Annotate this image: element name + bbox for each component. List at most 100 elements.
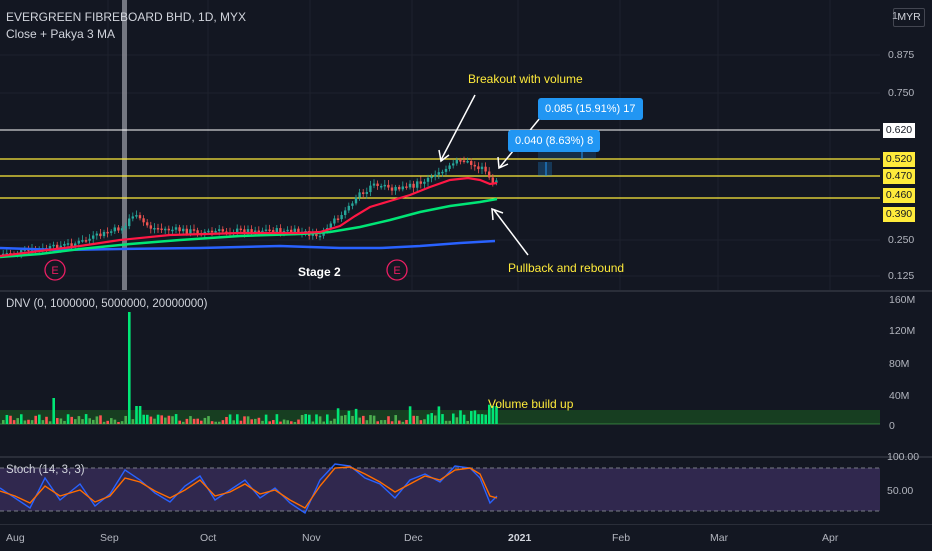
- time-label-sep: Sep: [100, 532, 119, 544]
- price-chart[interactable]: E E Breakout with volume Pullback and re…: [0, 0, 880, 290]
- candle: [146, 222, 149, 226]
- candle: [488, 171, 491, 178]
- candle: [207, 230, 210, 233]
- candle: [5, 253, 8, 255]
- indicator-label[interactable]: Close + Pakya 3 MA: [6, 27, 116, 41]
- candle: [95, 233, 98, 236]
- volume-bar: [365, 420, 369, 424]
- candle: [113, 227, 116, 232]
- candle: [376, 183, 379, 187]
- candle: [99, 233, 102, 237]
- candle: [412, 183, 415, 188]
- volume-bar: [221, 420, 225, 424]
- stoch-indicator-label[interactable]: Stoch (14, 3, 3): [6, 464, 85, 476]
- volume-bar: [48, 421, 52, 424]
- volume-bar: [459, 410, 462, 424]
- candle: [117, 227, 120, 231]
- candle: [236, 228, 239, 233]
- volume-bar: [354, 408, 358, 424]
- candle: [70, 243, 73, 247]
- candle: [365, 192, 368, 194]
- volume-bar: [203, 417, 207, 424]
- volume-tick-0: 0: [889, 420, 895, 432]
- candle: [48, 246, 52, 250]
- candle: [23, 249, 26, 251]
- volume-bar: [333, 418, 336, 424]
- volume-bar: [358, 417, 361, 424]
- candle: [210, 230, 214, 233]
- volume-bar: [477, 414, 480, 424]
- volume-bar: [272, 420, 275, 424]
- level-tag-0460: 0.460: [883, 188, 915, 203]
- volume-bar: [70, 416, 73, 424]
- candle: [491, 177, 494, 183]
- candle: [275, 228, 278, 233]
- price-pane[interactable]: E E Breakout with volume Pullback and re…: [0, 0, 880, 290]
- candle: [92, 235, 95, 239]
- volume-bar: [372, 415, 376, 424]
- candle: [390, 187, 394, 191]
- volume-chart[interactable]: [0, 292, 880, 456]
- volume-bar: [232, 420, 235, 424]
- ma-mid-line: [0, 197, 498, 259]
- candle: [63, 243, 66, 246]
- candle: [128, 218, 131, 227]
- candle: [225, 231, 228, 234]
- candle: [340, 215, 343, 220]
- volume-bar: [142, 414, 145, 424]
- volume-bar: [135, 406, 138, 424]
- level-tag-0620: 0.620: [883, 123, 915, 138]
- volume-bar: [66, 414, 70, 424]
- volume-bar: [426, 414, 430, 424]
- earnings-marker-aug[interactable]: E: [44, 259, 66, 281]
- volume-bar: [441, 414, 444, 424]
- time-label-oct: Oct: [200, 532, 217, 544]
- currency-badge[interactable]: MYR: [893, 8, 925, 27]
- volume-bar: [167, 415, 171, 424]
- stoch-chart[interactable]: [0, 458, 880, 524]
- candle: [272, 230, 275, 233]
- volume-bar: [117, 421, 120, 424]
- pane-divider[interactable]: [0, 290, 932, 292]
- volume-bar: [243, 416, 246, 424]
- volume-pane[interactable]: DNV (0, 1000000, 5000000, 20000000) Volu…: [0, 292, 880, 456]
- candle: [153, 228, 156, 230]
- volume-bar: [290, 421, 293, 424]
- candle: [257, 230, 260, 233]
- stoch-pane[interactable]: Stoch (14, 3, 3): [0, 458, 880, 524]
- candle: [380, 185, 383, 188]
- volume-bar: [74, 419, 77, 424]
- candle: [138, 215, 142, 219]
- volume-bar: [311, 421, 315, 424]
- candle: [171, 229, 174, 232]
- candle: [264, 229, 268, 232]
- volume-indicator-label[interactable]: DNV (0, 1000000, 5000000, 20000000): [6, 298, 208, 310]
- measure-label-lower[interactable]: 0.040 (8.63%) 8: [508, 130, 601, 152]
- candle: [218, 229, 221, 231]
- symbol-title: EVERGREEN FIBREBOARD BHD, 1D, MYX: [6, 10, 247, 24]
- volume-bar: [225, 416, 228, 424]
- earnings-marker-nov[interactable]: E: [386, 259, 408, 281]
- candle: [20, 250, 23, 254]
- pane-divider[interactable]: [0, 456, 932, 458]
- volume-bar: [444, 420, 448, 424]
- volume-bar: [405, 419, 408, 424]
- time-label-2021: 2021: [508, 532, 532, 544]
- volume-bar: [164, 417, 167, 424]
- candle: [329, 223, 332, 228]
- measure-label-upper[interactable]: 0.085 (15.91%) 17: [538, 98, 643, 120]
- volume-bar: [257, 417, 261, 424]
- volume-bar: [160, 415, 163, 424]
- volume-bar: [128, 312, 131, 424]
- price-tick-0250: 0.250: [888, 234, 915, 246]
- volume-bar: [430, 413, 433, 424]
- time-label-feb: Feb: [612, 532, 631, 544]
- volume-bar: [268, 421, 271, 424]
- candle: [387, 184, 390, 188]
- candle: [405, 186, 408, 188]
- volume-bar: [138, 406, 142, 424]
- candle: [156, 228, 160, 230]
- volume-bar: [470, 411, 473, 424]
- candle: [52, 244, 55, 247]
- time-axis[interactable]: Aug Sep Oct Nov Dec 2021 Feb Mar Apr: [0, 524, 932, 551]
